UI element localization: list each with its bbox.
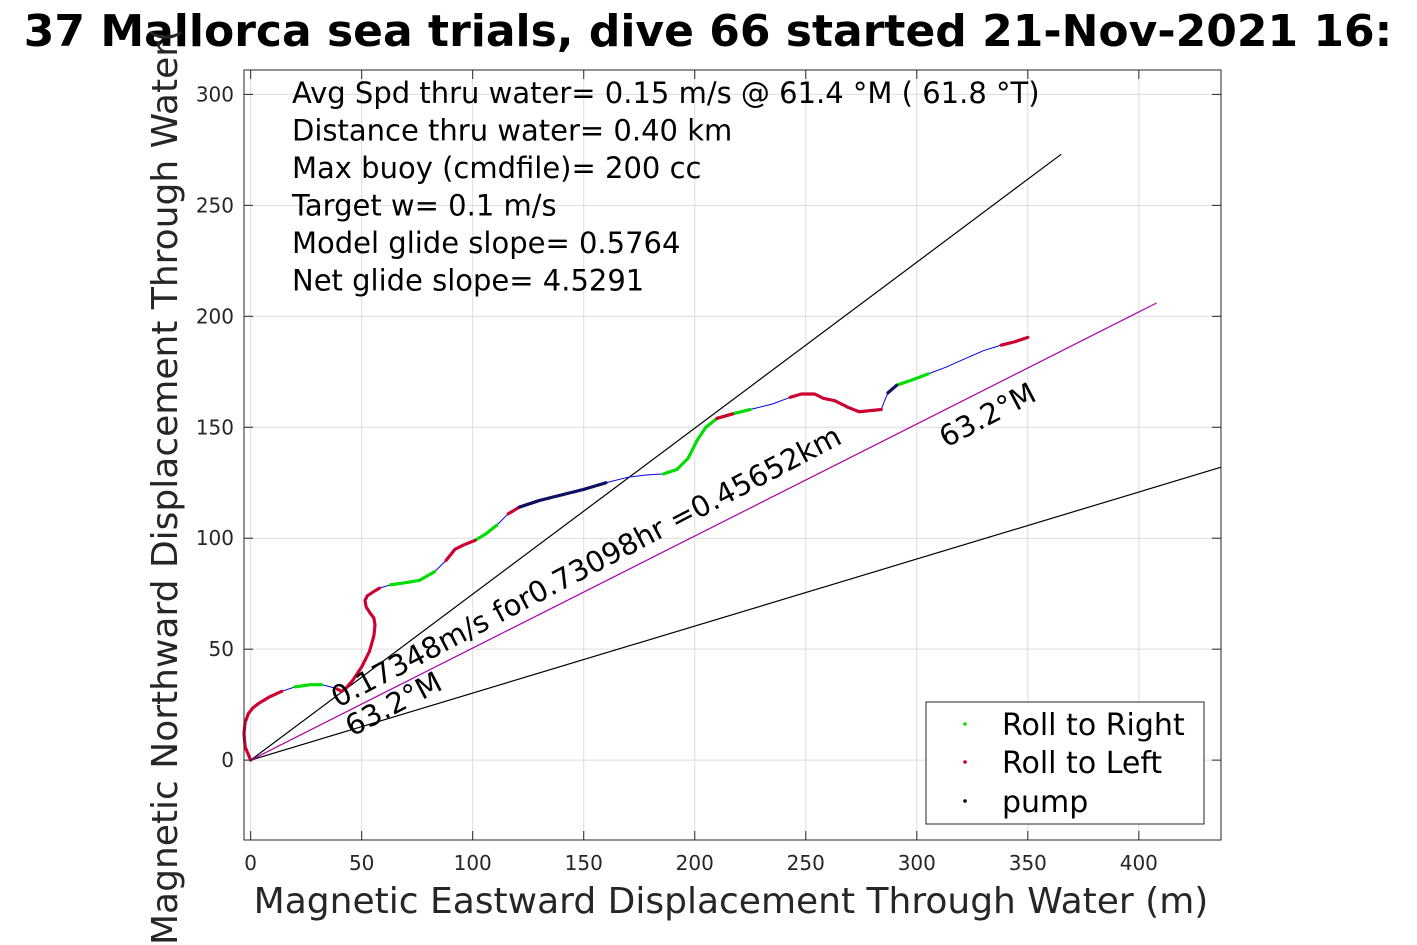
legend: Roll to Right Roll to Left pump [925,701,1205,825]
info-text: Avg Spd thru water= 0.15 m/s @ 61.4 °M (… [291,76,1040,298]
y-tick-label: 200 [196,304,234,328]
roll-left-segment [788,392,883,414]
legend-label-roll-left: Roll to Left [1002,746,1162,781]
legend-box [925,701,1205,825]
roll-left-segment [444,538,477,563]
pump-segment [517,481,608,509]
info-line: Distance thru water= 0.40 km [292,114,732,148]
x-tick-label: 50 [349,851,374,875]
reference-line [250,302,1157,761]
y-tick-label: 150 [196,415,234,439]
roll-right-segment [293,683,324,689]
reference-line [250,466,1222,761]
y-axis-label: Magnetic Northward Displacement Through … [145,28,186,945]
info-line: Model glide slope= 0.5764 [292,226,680,260]
chart-title: 37 Mallorca sea trials, dive 66 started … [24,6,1392,57]
y-tick-label: 300 [196,82,234,106]
roll-right-segment [473,523,499,543]
x-tick-label: 250 [787,851,825,875]
roll-right-segment [388,569,437,587]
axis-ticks: 0 50 100 150 200 250 300 350 400 0 50 100 150 200 250 3… [196,70,1221,875]
reference-line [250,153,1062,761]
pump-segment [886,383,899,395]
plot-area: 0 50 100 150 200 250 300 350 400 0 50 100 150 200 250 3… [196,69,1222,875]
x-axis-label: Magnetic Eastward Displacement Through W… [254,881,1209,922]
y-tick-label: 50 [209,637,234,661]
info-line: Target w= 0.1 m/s [291,189,557,223]
x-tick-label: 300 [898,851,936,875]
y-tick-label: 0 [221,748,234,772]
plot-border [243,69,1222,841]
legend-marker-roll-right [963,722,967,726]
x-tick-label: 150 [565,851,603,875]
reference-lines [250,153,1222,761]
x-tick-label: 0 [244,851,257,875]
x-tick-label: 400 [1120,851,1158,875]
x-tick-label: 200 [676,851,714,875]
legend-marker-pump [963,799,967,803]
info-line: Avg Spd thru water= 0.15 m/s @ 61.4 °M (… [292,76,1040,110]
legend-label-pump: pump [1002,785,1088,820]
x-tick-label: 350 [1009,851,1047,875]
roll-left-segment [335,586,382,694]
roll-right-segment [895,372,930,387]
glider-track [242,335,1030,762]
y-tick-label: 250 [196,193,234,217]
roll-left-segment [242,689,284,762]
roll-left-segment [999,335,1030,347]
legend-label-roll-right: Roll to Right [1002,708,1185,743]
legend-marker-roll-left [963,760,967,764]
y-tick-label: 100 [196,526,234,550]
x-tick-label: 100 [454,851,492,875]
info-line: Max buoy (cmdfile)= 200 cc [292,151,701,185]
info-line: Net glide slope= 4.5291 [292,264,644,298]
roll-left-segment [715,412,735,420]
